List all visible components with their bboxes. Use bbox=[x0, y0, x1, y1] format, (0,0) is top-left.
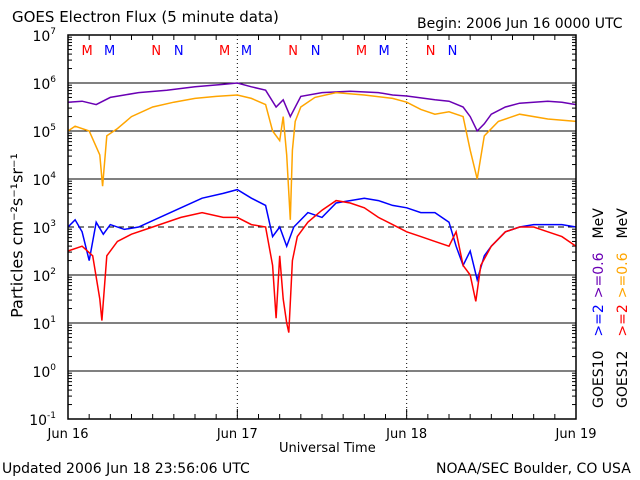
chart-title: GOES Electron Flux (5 minute data) bbox=[12, 8, 279, 26]
series-line-goes10-2-mev bbox=[67, 188, 577, 283]
legend-goes12-low: >=0.6 bbox=[615, 252, 631, 298]
local-time-marker: N bbox=[426, 44, 436, 59]
y-tick-label: 101 bbox=[32, 315, 56, 333]
legend-goes10-low: >=0.6 bbox=[591, 252, 607, 298]
local-time-marker: N bbox=[174, 44, 184, 59]
legend-goes10: GOES10 >=2 >=0.6 MeV bbox=[591, 208, 607, 408]
legend-goes10-unit: MeV bbox=[591, 208, 607, 239]
x-axis-label: Universal Time bbox=[279, 441, 376, 456]
series-line-goes12-0-6-mev bbox=[67, 91, 577, 220]
legend-goes12-high: >=2 bbox=[615, 304, 631, 336]
local-time-marker: M bbox=[378, 44, 389, 59]
y-tick-label: 106 bbox=[32, 75, 56, 93]
x-tick-label: Jun 19 bbox=[555, 427, 597, 442]
local-time-marker: M bbox=[241, 44, 252, 59]
series-line-goes10-0-6-mev bbox=[67, 82, 577, 133]
legend-goes12: GOES12 >=2 >=0.6 MeV bbox=[615, 208, 631, 408]
local-time-marker: N bbox=[288, 44, 298, 59]
x-tick-label: Jun 16 bbox=[47, 427, 89, 442]
local-time-marker: N bbox=[448, 44, 458, 59]
x-tick-label: Jun 18 bbox=[385, 427, 427, 442]
legend-goes12-sat: GOES12 bbox=[615, 351, 631, 408]
y-tick-label: 107 bbox=[32, 27, 56, 45]
local-time-marker: N bbox=[311, 44, 321, 59]
local-time-marker: N bbox=[151, 44, 161, 59]
y-tick-label: 102 bbox=[32, 267, 56, 285]
y-tick-label: 103 bbox=[32, 219, 56, 237]
begin-date: Begin: 2006 Jun 16 0000 UTC bbox=[417, 16, 623, 32]
x-tick-label: Jun 17 bbox=[216, 427, 258, 442]
series-line-goes12-2-mev bbox=[67, 199, 577, 333]
updated-timestamp: Updated 2006 Jun 18 23:56:06 UTC bbox=[2, 461, 250, 477]
y-tick-label: 104 bbox=[32, 171, 56, 189]
y-tick-label: 100 bbox=[32, 363, 56, 381]
local-time-marker: M bbox=[104, 44, 115, 59]
local-time-marker: M bbox=[219, 44, 230, 59]
legend-goes12-unit: MeV bbox=[615, 208, 631, 239]
legend-goes10-high: >=2 bbox=[591, 304, 607, 336]
local-time-marker: M bbox=[356, 44, 367, 59]
legend-goes10-sat: GOES10 bbox=[591, 351, 607, 408]
plot-frame bbox=[67, 34, 577, 420]
source-credit: NOAA/SEC Boulder, CO USA bbox=[436, 461, 631, 477]
y-tick-label: 105 bbox=[32, 123, 56, 141]
local-time-marker: M bbox=[81, 44, 92, 59]
y-tick-label: 10-1 bbox=[29, 411, 56, 429]
